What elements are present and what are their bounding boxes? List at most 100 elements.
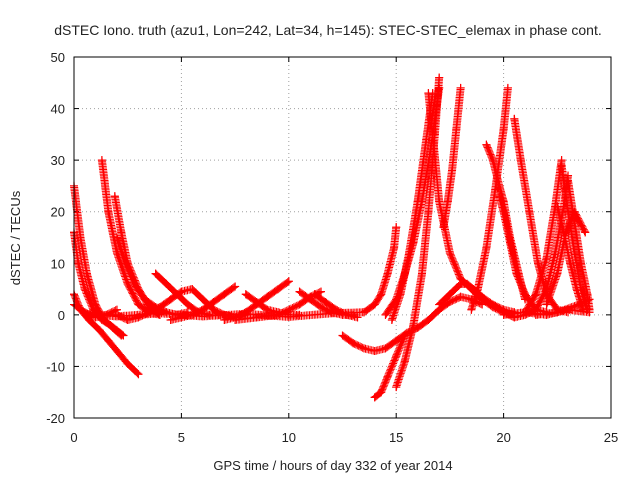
data-point (370, 346, 379, 355)
data-point (392, 336, 401, 345)
data-point (117, 228, 126, 237)
y-tick-label: -10 (46, 359, 65, 374)
data-point (463, 279, 472, 288)
data-point (392, 352, 401, 361)
data-point (510, 114, 519, 123)
data-point (561, 228, 570, 237)
data-point (531, 290, 540, 299)
x-tick-label: 5 (178, 430, 185, 445)
data-point (295, 287, 304, 296)
data-point (263, 292, 272, 301)
data-point (503, 83, 512, 92)
data-point (400, 357, 409, 366)
data-point (435, 197, 444, 206)
data-point (400, 269, 409, 278)
data-point (241, 309, 250, 318)
data-point (284, 312, 293, 321)
data-point (557, 161, 566, 170)
data-point (499, 125, 508, 134)
data-point (140, 295, 149, 304)
data-point (134, 370, 143, 379)
data-point (583, 290, 592, 299)
data-point (392, 383, 401, 392)
data-point (134, 300, 143, 309)
data-point (521, 308, 530, 317)
data-point (576, 259, 585, 268)
data-point (392, 295, 401, 304)
data-point (424, 207, 433, 216)
data-point (473, 285, 482, 294)
y-tick-label: 20 (51, 205, 65, 220)
data-point (392, 223, 401, 232)
data-point (112, 346, 121, 355)
data-point (516, 156, 525, 165)
y-tick-label: 30 (51, 153, 65, 168)
plot-frame (73, 56, 612, 419)
data-series (338, 292, 487, 355)
data-point (198, 295, 207, 304)
data-point (306, 295, 315, 304)
data-point (417, 269, 426, 278)
data-series (370, 331, 409, 402)
chart-title: dSTEC Iono. truth (azu1, Lon=242, Lat=34… (54, 22, 601, 38)
data-point (445, 248, 454, 257)
data-point (422, 135, 431, 144)
data-point (387, 316, 396, 325)
data-point (499, 207, 508, 216)
data-point (495, 192, 504, 201)
data-point (542, 285, 551, 294)
data-point (155, 309, 164, 318)
data-point (162, 279, 171, 288)
data-point (383, 372, 392, 381)
y-tick-label: 40 (51, 102, 65, 117)
data-point (188, 285, 197, 294)
data-point (533, 259, 542, 268)
y-axis-label: dSTEC / TECUs (8, 190, 23, 285)
data-point (585, 308, 594, 317)
data-point (439, 223, 448, 232)
data-point (428, 130, 437, 139)
data-point (183, 300, 192, 309)
data-point (564, 176, 573, 185)
data-point (173, 290, 182, 299)
data-point (409, 238, 418, 247)
y-tick-label: 10 (51, 256, 65, 271)
data-point (390, 243, 399, 252)
data-point (370, 300, 379, 309)
data-point (456, 292, 465, 301)
data-point (80, 285, 89, 294)
data-point (381, 344, 390, 353)
data-point (274, 285, 283, 294)
data-point (177, 287, 186, 296)
data-point (338, 331, 347, 340)
data-point (284, 277, 293, 286)
data-point (553, 202, 562, 211)
data-point (581, 228, 590, 237)
data-point (317, 303, 326, 312)
data-point (220, 316, 229, 325)
data-point (359, 308, 368, 317)
data-series (80, 308, 368, 321)
data-point (383, 269, 392, 278)
data-point (112, 312, 121, 321)
data-point (452, 125, 461, 134)
data-point (74, 259, 83, 268)
data-point (377, 388, 386, 397)
data-point (377, 290, 386, 299)
data-point (553, 269, 562, 278)
data-point (542, 300, 551, 309)
data-point (445, 290, 454, 299)
data-point (521, 290, 530, 299)
y-tick-label: -20 (46, 411, 65, 426)
data-point (166, 295, 175, 304)
data-series (499, 305, 594, 319)
data-point (295, 300, 304, 309)
data-point (525, 207, 534, 216)
data-point (95, 326, 104, 335)
data-point (220, 290, 229, 299)
data-point (435, 73, 444, 82)
data-point (542, 310, 551, 319)
data-point (435, 300, 444, 309)
data-point (564, 305, 573, 314)
